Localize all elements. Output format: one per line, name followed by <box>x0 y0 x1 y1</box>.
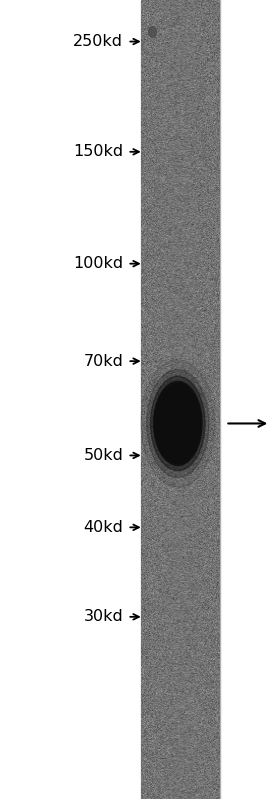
Bar <box>141 0 220 799</box>
Ellipse shape <box>149 27 157 37</box>
Text: 250kd: 250kd <box>73 34 123 49</box>
Text: 100kd: 100kd <box>73 256 123 271</box>
Text: 70kd: 70kd <box>83 354 123 368</box>
Text: 150kd: 150kd <box>73 145 123 159</box>
Ellipse shape <box>153 382 202 465</box>
Ellipse shape <box>141 360 215 487</box>
Ellipse shape <box>151 376 205 471</box>
Text: www.ptglab.com: www.ptglab.com <box>173 375 183 456</box>
Ellipse shape <box>155 384 201 463</box>
Ellipse shape <box>175 612 181 618</box>
Text: 50kd: 50kd <box>83 448 123 463</box>
Ellipse shape <box>147 369 209 478</box>
Text: 30kd: 30kd <box>83 610 123 624</box>
Text: 40kd: 40kd <box>83 520 123 535</box>
